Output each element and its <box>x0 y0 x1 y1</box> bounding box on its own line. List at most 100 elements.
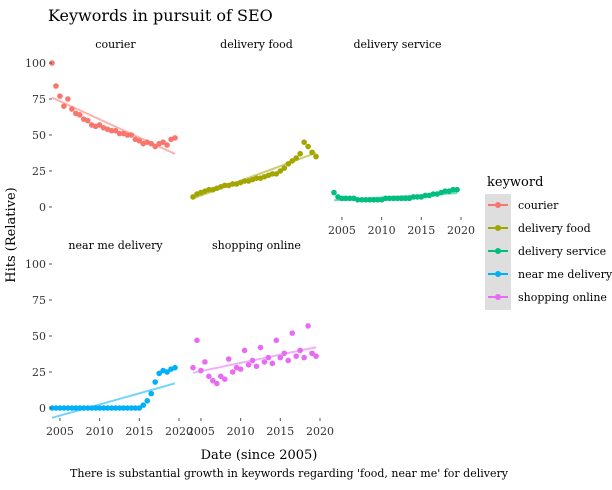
data-point <box>301 139 307 145</box>
y-tick-label: 75 <box>32 294 46 307</box>
data-point <box>245 362 252 368</box>
y-tick-label: 100 <box>25 57 46 70</box>
y-tick-label: 100 <box>25 258 46 271</box>
x-tick-label: 2020 <box>447 224 475 237</box>
data-point <box>313 153 319 160</box>
data-point <box>108 405 115 411</box>
data-point <box>120 405 127 411</box>
chart-caption: There is substantial growth in keywords … <box>70 467 509 480</box>
x-tick-label: 2005 <box>187 425 215 438</box>
y-tick-label: 0 <box>39 402 46 415</box>
data-point <box>305 143 311 150</box>
data-point <box>65 96 71 102</box>
data-point <box>198 367 204 374</box>
facet-strip-label: near me delivery <box>68 239 163 252</box>
x-tick-label: 2010 <box>227 425 255 438</box>
data-point <box>76 405 83 411</box>
trend-line <box>51 382 176 419</box>
data-point <box>358 197 365 203</box>
data-point <box>309 149 315 156</box>
x-tick-label: 2010 <box>86 425 114 438</box>
legend-dot <box>495 294 501 300</box>
data-point <box>172 364 178 371</box>
x-tick-label: 2020 <box>165 425 193 438</box>
data-point <box>136 405 143 411</box>
data-point <box>172 135 178 141</box>
data-point <box>210 377 216 384</box>
data-point <box>61 405 67 411</box>
data-point <box>277 354 284 361</box>
y-tick-label: 50 <box>32 330 46 343</box>
data-point <box>269 171 276 177</box>
data-point <box>76 112 83 118</box>
facet-strip-label: delivery food <box>220 38 293 51</box>
x-axis-label: Date (since 2005) <box>201 448 318 463</box>
data-point <box>57 93 63 99</box>
x-tick-label: 2015 <box>266 425 294 438</box>
data-point <box>128 132 135 138</box>
data-point <box>390 195 397 202</box>
x-tick-label: 2010 <box>368 224 396 237</box>
data-point <box>309 350 315 357</box>
legend-item-shopping-online: shopping online <box>488 291 607 304</box>
data-point <box>370 197 377 203</box>
data-point <box>241 178 248 184</box>
legend-label: near me delivery <box>518 268 612 281</box>
data-point <box>374 197 381 203</box>
data-point <box>80 405 87 411</box>
data-point <box>257 344 264 351</box>
data-point <box>124 132 131 138</box>
data-point <box>100 405 107 411</box>
legend-dot <box>495 248 501 254</box>
facet-panels: courier 0 25 50 75 100 delivery food delivery s… <box>25 38 475 438</box>
data-point <box>241 347 248 354</box>
data-point <box>289 158 296 164</box>
y-tick-label: 25 <box>32 366 46 379</box>
legend-item-delivery-service: delivery service <box>488 245 606 258</box>
data-point <box>214 380 220 387</box>
x-tick-label: 2020 <box>306 425 334 438</box>
data-point <box>253 175 260 181</box>
data-point <box>84 117 91 124</box>
legend-item-near-me-delivery: near me delivery <box>488 268 612 281</box>
data-point <box>190 194 196 200</box>
data-point <box>217 373 224 380</box>
data-point <box>289 330 296 336</box>
data-point <box>410 194 417 200</box>
data-point <box>253 363 260 370</box>
data-point <box>414 194 421 200</box>
y-tick-label: 50 <box>32 129 46 142</box>
data-point <box>160 139 166 145</box>
data-point <box>57 405 63 411</box>
data-point <box>221 376 228 383</box>
facet-delivery-food: delivery food <box>190 38 319 200</box>
data-point <box>442 188 448 194</box>
data-point <box>297 347 303 354</box>
data-point <box>194 337 200 344</box>
data-point <box>305 323 311 329</box>
data-point <box>116 405 123 411</box>
data-point <box>88 405 95 411</box>
legend-label: delivery service <box>518 245 606 258</box>
data-point <box>152 379 158 385</box>
data-point <box>237 366 244 372</box>
data-point <box>339 195 345 202</box>
y-tick-label: 0 <box>39 201 46 214</box>
legend: keyword courier delivery food delivery ser… <box>485 175 612 310</box>
facet-near-me-delivery: near me delivery 0 25 50 75 100 2005 2010 2015 20… <box>25 239 193 438</box>
data-point <box>229 369 236 375</box>
y-tick-label: 25 <box>32 165 46 178</box>
data-point <box>382 195 389 202</box>
data-point <box>73 405 79 411</box>
data-point <box>269 360 276 367</box>
data-point <box>386 195 393 202</box>
legend-dot <box>495 202 501 208</box>
data-point <box>164 142 170 148</box>
data-point <box>61 103 67 109</box>
data-point <box>297 150 303 157</box>
data-point <box>450 186 456 193</box>
facet-strip-label: shopping online <box>212 239 301 252</box>
data-point <box>148 390 155 397</box>
data-point <box>261 359 268 365</box>
